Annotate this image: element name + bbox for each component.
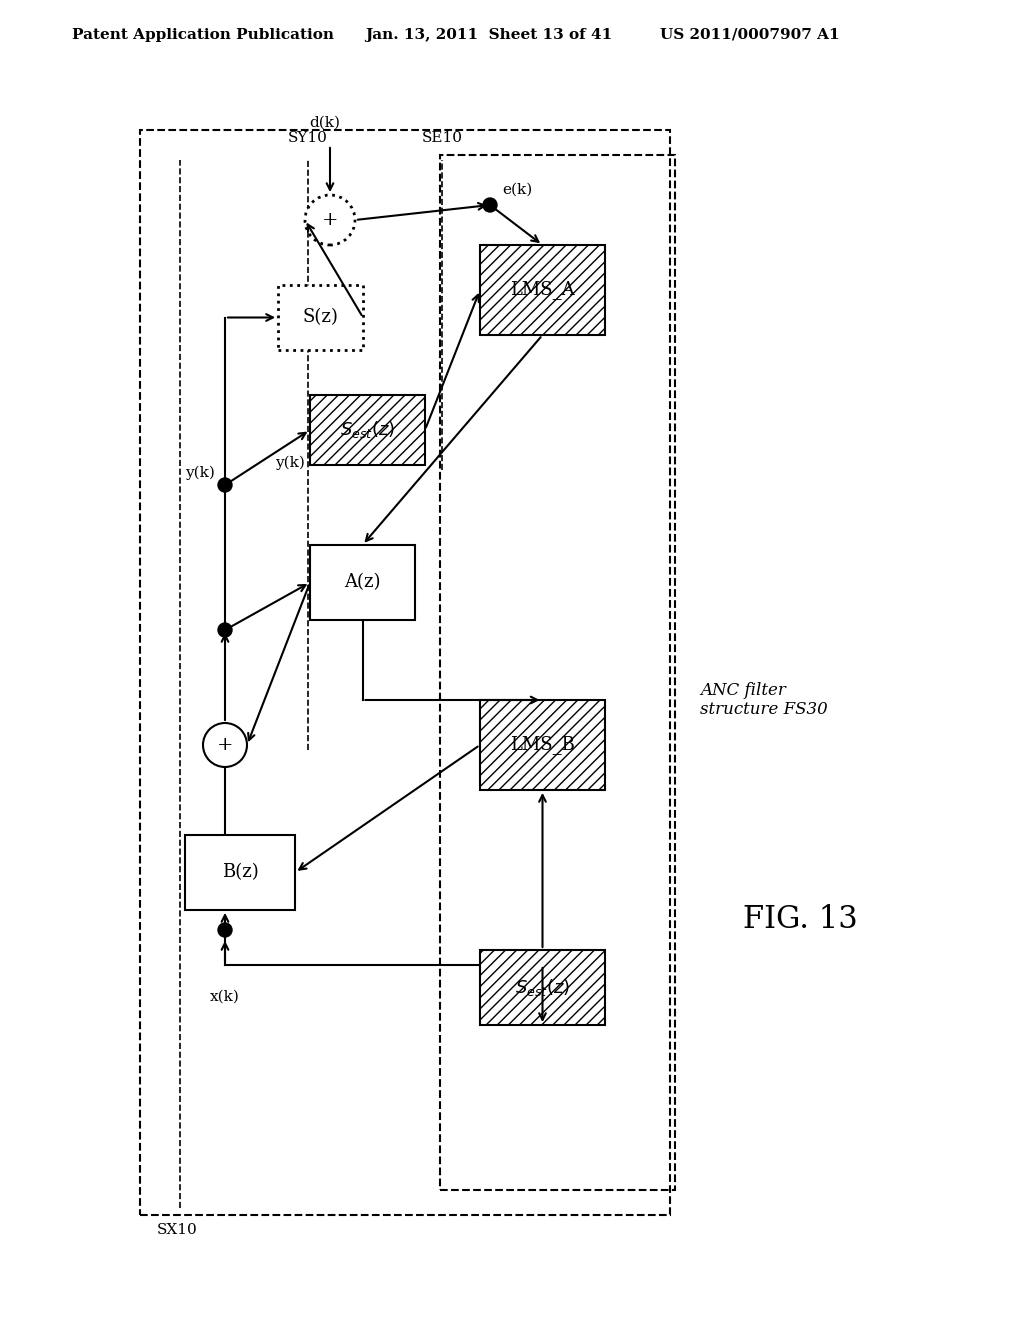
Circle shape <box>218 478 232 492</box>
Text: FIG. 13: FIG. 13 <box>742 904 857 936</box>
Text: Patent Application Publication: Patent Application Publication <box>72 28 334 42</box>
Circle shape <box>305 195 355 246</box>
Text: S(z): S(z) <box>302 309 339 326</box>
Text: B(z): B(z) <box>221 863 258 882</box>
Text: A(z): A(z) <box>344 573 381 591</box>
Bar <box>480 246 605 335</box>
Text: SX10: SX10 <box>157 1224 198 1237</box>
Bar <box>480 700 605 789</box>
Circle shape <box>218 623 232 638</box>
Text: LMS_A: LMS_A <box>510 281 574 300</box>
Text: x(k): x(k) <box>210 990 240 1005</box>
Bar <box>310 545 415 620</box>
Text: SY10: SY10 <box>288 131 328 145</box>
Text: y(k): y(k) <box>185 466 215 480</box>
Circle shape <box>218 923 232 937</box>
Text: US 2011/0007907 A1: US 2011/0007907 A1 <box>660 28 840 42</box>
Circle shape <box>203 723 247 767</box>
Circle shape <box>483 198 497 213</box>
Text: $S_{est}(z)$: $S_{est}(z)$ <box>340 420 395 441</box>
Text: +: + <box>217 737 233 754</box>
Text: d(k): d(k) <box>309 116 341 129</box>
Text: LMS_B: LMS_B <box>510 735 574 755</box>
Bar <box>185 836 295 909</box>
Bar <box>278 285 362 350</box>
Bar <box>140 129 670 1214</box>
Text: e(k): e(k) <box>502 183 532 197</box>
Text: SE10: SE10 <box>422 131 463 145</box>
Text: Jan. 13, 2011  Sheet 13 of 41: Jan. 13, 2011 Sheet 13 of 41 <box>365 28 612 42</box>
Text: ANC filter
structure FS30: ANC filter structure FS30 <box>700 681 827 718</box>
Bar <box>310 395 425 465</box>
Text: $S_{est}(z)$: $S_{est}(z)$ <box>515 977 570 998</box>
Bar <box>440 154 675 1191</box>
Bar <box>480 950 605 1026</box>
Text: +: + <box>322 211 338 228</box>
Text: y(k): y(k) <box>275 455 305 470</box>
